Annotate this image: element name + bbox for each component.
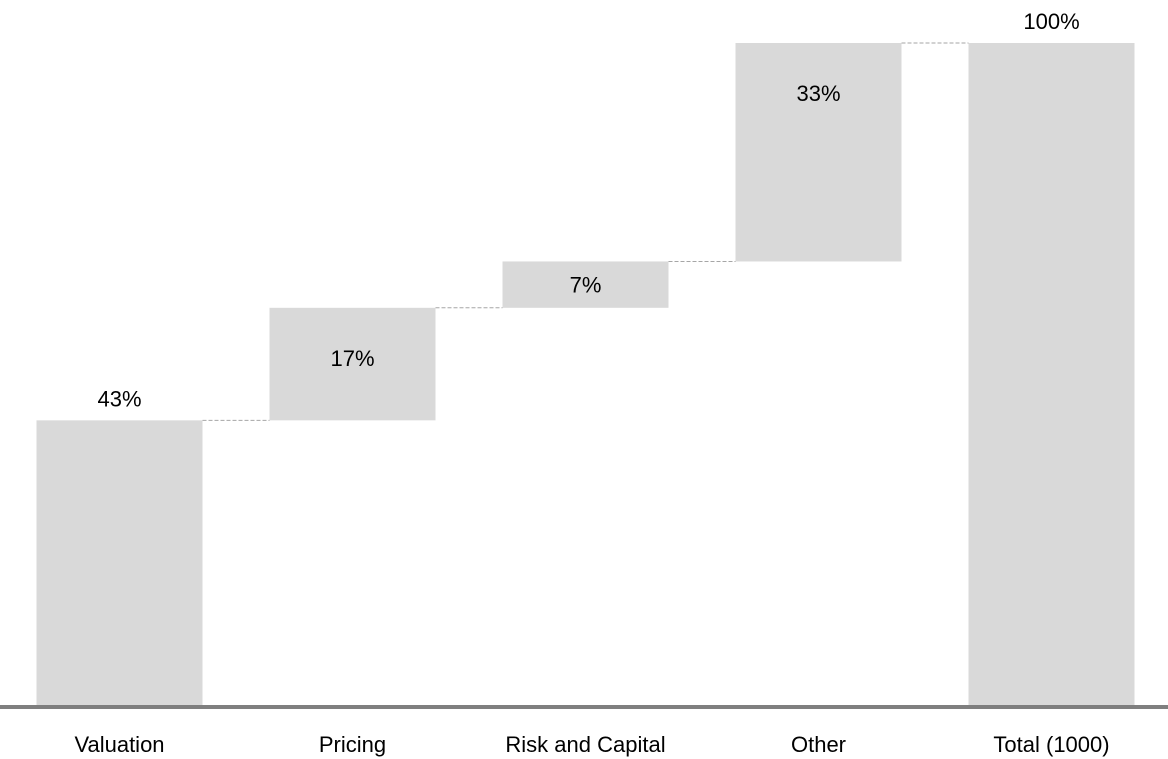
category-label: Other: [791, 732, 846, 757]
category-label: Total (1000): [993, 732, 1109, 757]
category-labels: Valuation Pricing Risk and Capital Other Tot…: [74, 732, 1109, 757]
bars: [36, 43, 1135, 705]
category-label: Pricing: [319, 732, 386, 757]
connector-lines: [202, 42, 969, 421]
value-label: 100%: [1023, 9, 1079, 34]
value-label: 17%: [330, 346, 374, 371]
bar-risk-and-capital: [502, 261, 669, 308]
bar-total-1000: [968, 43, 1135, 705]
value-labels: 43% 17% 7% 33% 100%: [97, 9, 1079, 411]
bar-other: [735, 43, 902, 262]
bar-pricing: [269, 307, 436, 421]
value-label: 43%: [97, 386, 141, 411]
bar-valuation: [36, 420, 203, 705]
category-label: Risk and Capital: [505, 732, 665, 757]
value-label: 33%: [796, 81, 840, 106]
category-label: Valuation: [74, 732, 164, 757]
value-label: 7%: [570, 273, 602, 298]
